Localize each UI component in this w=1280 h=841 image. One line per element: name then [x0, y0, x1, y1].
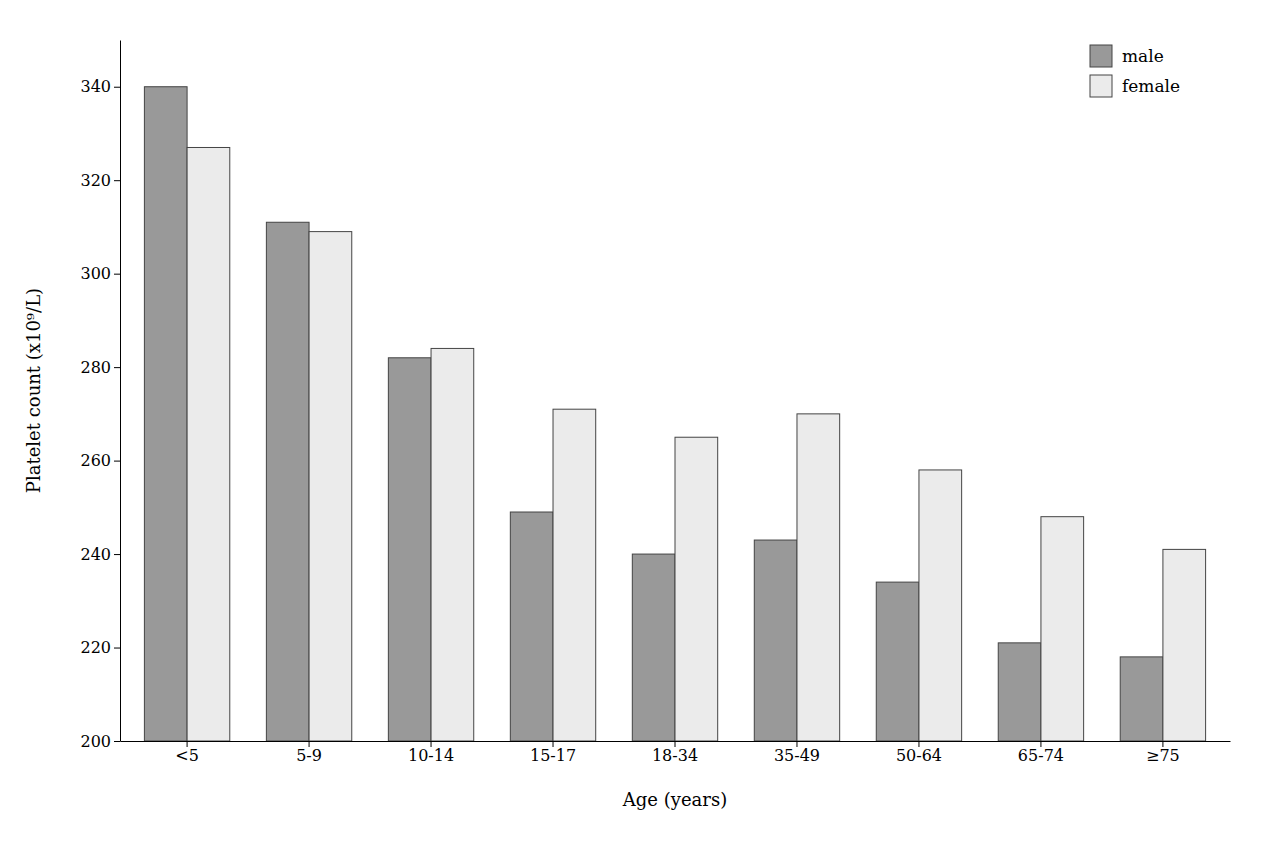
bar: [1041, 517, 1084, 741]
bar-series: [187, 147, 1206, 741]
y-tick-label: 240: [80, 545, 111, 564]
y-tick: 260: [80, 451, 120, 470]
y-tick: 220: [80, 638, 120, 657]
y-axis-title: Platelet count (x10⁹/L): [23, 288, 44, 493]
bar: [309, 232, 352, 741]
chart: <5 5-9 10-14 15-17 18-34 35-49 50-64 65-74 ≥75 20…: [0, 0, 1280, 841]
x-tick: 5-9: [296, 741, 322, 765]
bar: [1163, 549, 1206, 741]
x-tick-label: 35-49: [774, 746, 820, 765]
y-tick-mark: [114, 648, 120, 649]
x-tick-label: 65-74: [1018, 746, 1064, 765]
x-tick-label: ≥75: [1146, 746, 1180, 765]
bars: [144, 87, 1205, 741]
x-tick: 65-74: [1018, 741, 1064, 765]
bar: [431, 348, 474, 741]
y-axis-line: [120, 41, 121, 742]
y-tick-mark: [114, 367, 120, 368]
y-tick-mark: [114, 461, 120, 462]
legend-item: male: [1090, 45, 1164, 67]
y-tick-mark: [114, 741, 120, 742]
y-tick: 320: [80, 171, 120, 190]
legend-item: female: [1090, 75, 1180, 97]
plot: <5 5-9 10-14 15-17 18-34 35-49 50-64 65-74 ≥75 20…: [80, 41, 1230, 766]
x-tick: 18-34: [652, 741, 698, 765]
y-tick-label: 280: [80, 358, 111, 377]
y-tick-label: 220: [80, 638, 111, 657]
bar: [632, 554, 675, 741]
y-tick-label: 260: [80, 451, 111, 470]
bar: [876, 582, 919, 741]
legend-swatch: [1090, 45, 1112, 67]
bar: [187, 147, 230, 741]
x-tick-label: <5: [175, 746, 199, 765]
bar: [266, 222, 309, 741]
x-axis-title: Age (years): [622, 789, 727, 810]
legend: male female: [1090, 45, 1180, 97]
bar: [754, 540, 797, 741]
y-tick: 280: [80, 358, 120, 377]
x-tick: ≥75: [1146, 741, 1180, 765]
y-tick-label: 200: [80, 732, 111, 751]
x-tick-label: 10-14: [408, 746, 454, 765]
bar: [919, 470, 962, 741]
y-tick-label: 320: [80, 171, 111, 190]
bar: [998, 643, 1041, 741]
x-tick: <5: [175, 741, 199, 765]
y-tick: 300: [80, 264, 120, 283]
y-axis: 200 220 240 260 280 300 320 340: [80, 41, 120, 751]
x-tick-label: 50-64: [896, 746, 942, 765]
x-tick-label: 18-34: [652, 746, 698, 765]
y-tick-label: 340: [80, 77, 111, 96]
bar: [553, 409, 596, 741]
legend-swatch: [1090, 75, 1112, 97]
x-tick: 15-17: [530, 741, 576, 765]
y-tick-mark: [114, 274, 120, 275]
legend-label: female: [1122, 76, 1180, 96]
bar-series: [144, 87, 1163, 741]
y-tick-label: 300: [80, 264, 111, 283]
x-tick: 35-49: [774, 741, 820, 765]
bar: [388, 358, 431, 741]
y-tick: 200: [80, 732, 120, 751]
y-tick: 340: [80, 77, 120, 96]
bar: [510, 512, 553, 741]
x-tick-label: 5-9: [296, 746, 322, 765]
bar: [144, 87, 187, 741]
y-tick-mark: [114, 180, 120, 181]
bar: [1120, 657, 1163, 741]
y-tick-mark: [114, 87, 120, 88]
x-tick: 10-14: [408, 741, 454, 765]
legend-label: male: [1122, 46, 1164, 66]
bar: [675, 437, 718, 741]
y-tick: 240: [80, 545, 120, 564]
y-tick-mark: [114, 554, 120, 555]
x-tick: 50-64: [896, 741, 942, 765]
x-tick-label: 15-17: [530, 746, 576, 765]
x-axis: <5 5-9 10-14 15-17 18-34 35-49 50-64 65-74 ≥75: [121, 741, 1231, 765]
bar: [797, 414, 840, 741]
